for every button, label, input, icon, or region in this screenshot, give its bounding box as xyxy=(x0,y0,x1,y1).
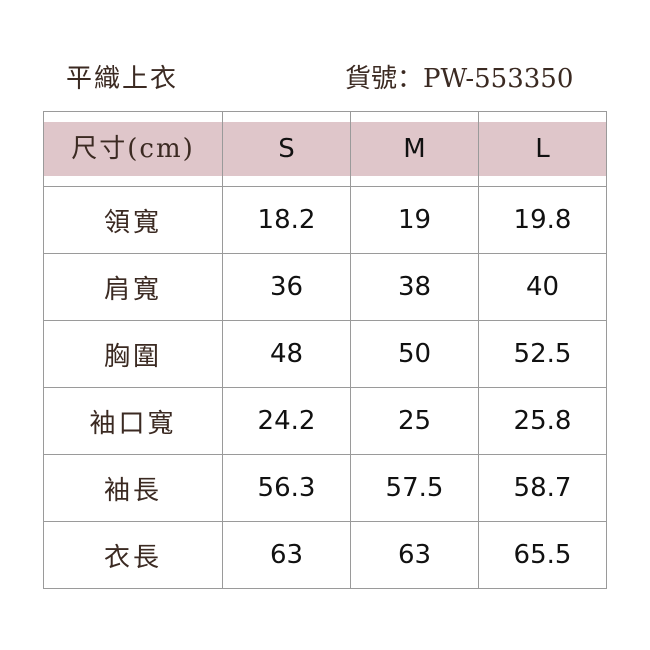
table-header-row: 尺寸(cm) S M L xyxy=(43,111,607,187)
table-row: 袖長 56.3 57.5 58.7 xyxy=(43,454,607,522)
table-row: 衣長 63 63 65.5 xyxy=(43,521,607,589)
measurement-value: 19 xyxy=(350,186,479,254)
table-row: 肩寬 36 38 40 xyxy=(43,253,607,321)
size-chart-table: 尺寸(cm) S M L 領寬 18.2 19 19.8 肩寬 36 38 40 胸圍 48 50 5… xyxy=(43,111,607,589)
measurement-value: 56.3 xyxy=(222,454,351,522)
header-cell: 尺寸(cm) xyxy=(43,111,223,187)
measurement-label: 胸圍 xyxy=(43,320,223,388)
measurement-value: 63 xyxy=(222,521,351,589)
measurement-value: 65.5 xyxy=(478,521,607,589)
measurement-value: 57.5 xyxy=(350,454,479,522)
header-cell: M xyxy=(350,111,479,187)
measurement-value: 48 xyxy=(222,320,351,388)
measurement-value: 63 xyxy=(350,521,479,589)
measurement-value: 25 xyxy=(350,387,479,455)
header-cell: S xyxy=(222,111,351,187)
header-cell: L xyxy=(478,111,607,187)
measurement-value: 25.8 xyxy=(478,387,607,455)
measurement-value: 24.2 xyxy=(222,387,351,455)
measurement-value: 50 xyxy=(350,320,479,388)
measurement-label: 領寬 xyxy=(43,186,223,254)
measurement-label: 衣長 xyxy=(43,521,223,589)
table-row: 領寬 18.2 19 19.8 xyxy=(43,186,607,254)
measurement-value: 18.2 xyxy=(222,186,351,254)
table-row: 胸圍 48 50 52.5 xyxy=(43,320,607,388)
measurement-value: 58.7 xyxy=(478,454,607,522)
measurement-value: 38 xyxy=(350,253,479,321)
measurement-label: 肩寬 xyxy=(43,253,223,321)
measurement-value: 19.8 xyxy=(478,186,607,254)
product-code: 貨號：PW-553350 xyxy=(345,64,574,94)
measurement-value: 40 xyxy=(478,253,607,321)
product-title: 平織上衣 xyxy=(66,64,179,94)
measurement-value: 36 xyxy=(222,253,351,321)
measurement-label: 袖長 xyxy=(43,454,223,522)
measurement-label: 袖口寬 xyxy=(43,387,223,455)
measurement-value: 52.5 xyxy=(478,320,607,388)
table-row: 袖口寬 24.2 25 25.8 xyxy=(43,387,607,455)
